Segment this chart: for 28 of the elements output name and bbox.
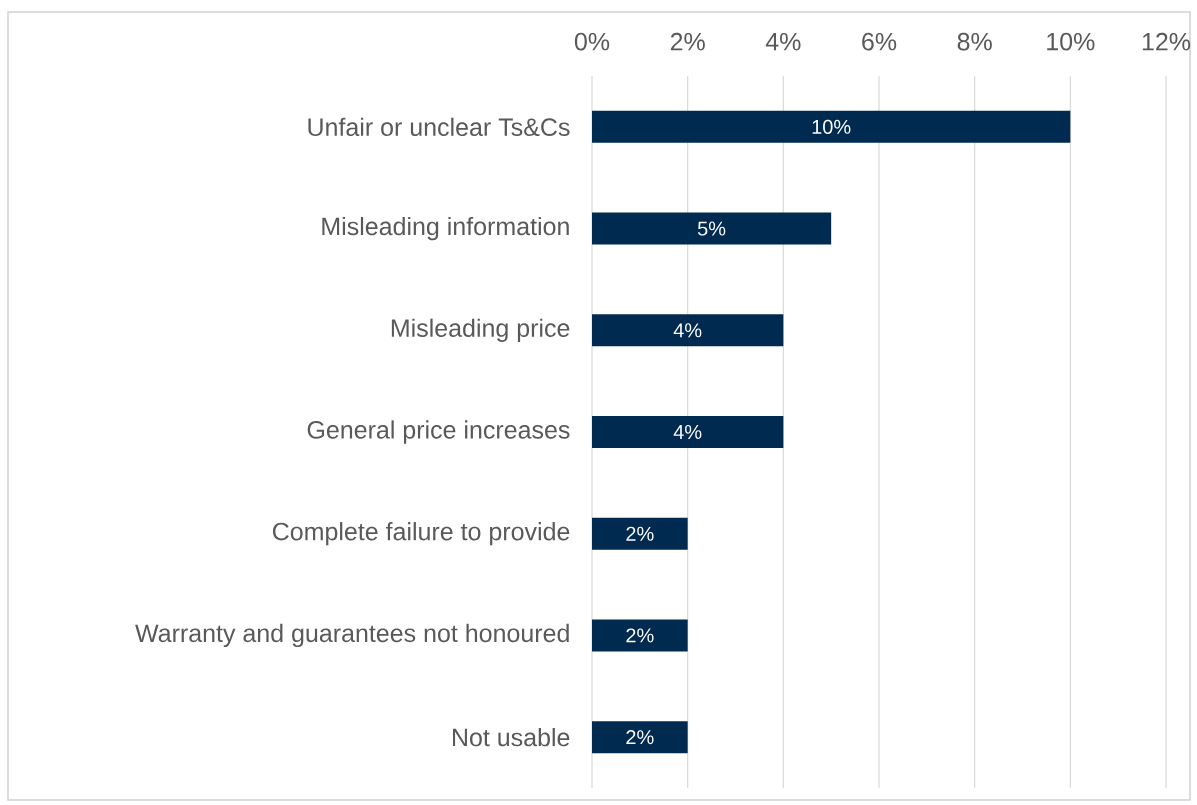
y-tick-label: Warranty and guarantees not honoured	[135, 623, 569, 648]
x-tick-label: 12%	[1142, 32, 1191, 51]
data-label: 2%	[626, 628, 654, 643]
y-tick-label: Not usable	[453, 727, 570, 747]
bar	[592, 416, 784, 448]
y-tick-label: Misleading information	[322, 216, 569, 241]
bar	[592, 721, 688, 754]
y-tick-label: Unfair or unclear Ts&Cs	[308, 117, 570, 137]
data-label: 4%	[673, 323, 702, 338]
bar	[592, 110, 1071, 143]
data-label: 10%	[812, 119, 851, 134]
data-label: 2%	[626, 526, 654, 541]
bar	[592, 619, 688, 652]
bar	[592, 517, 688, 550]
bar	[592, 314, 784, 347]
x-tick-label: 8%	[957, 32, 992, 51]
y-tick-label: Complete failure to provide	[272, 522, 570, 546]
x-tick-label: 4%	[765, 32, 801, 51]
y-tick-label: General price increases	[307, 420, 570, 444]
x-tick-label: 0%	[574, 32, 610, 51]
y-tick-label: Misleading price	[391, 318, 570, 342]
x-tick-label: 6%	[862, 32, 897, 51]
x-tick-label: 2%	[670, 32, 705, 51]
data-label: 2%	[626, 730, 654, 745]
bar	[592, 212, 832, 245]
x-tick-label: 10%	[1047, 32, 1095, 51]
data-label: 5%	[697, 221, 726, 236]
data-label: 4%	[673, 425, 702, 439]
